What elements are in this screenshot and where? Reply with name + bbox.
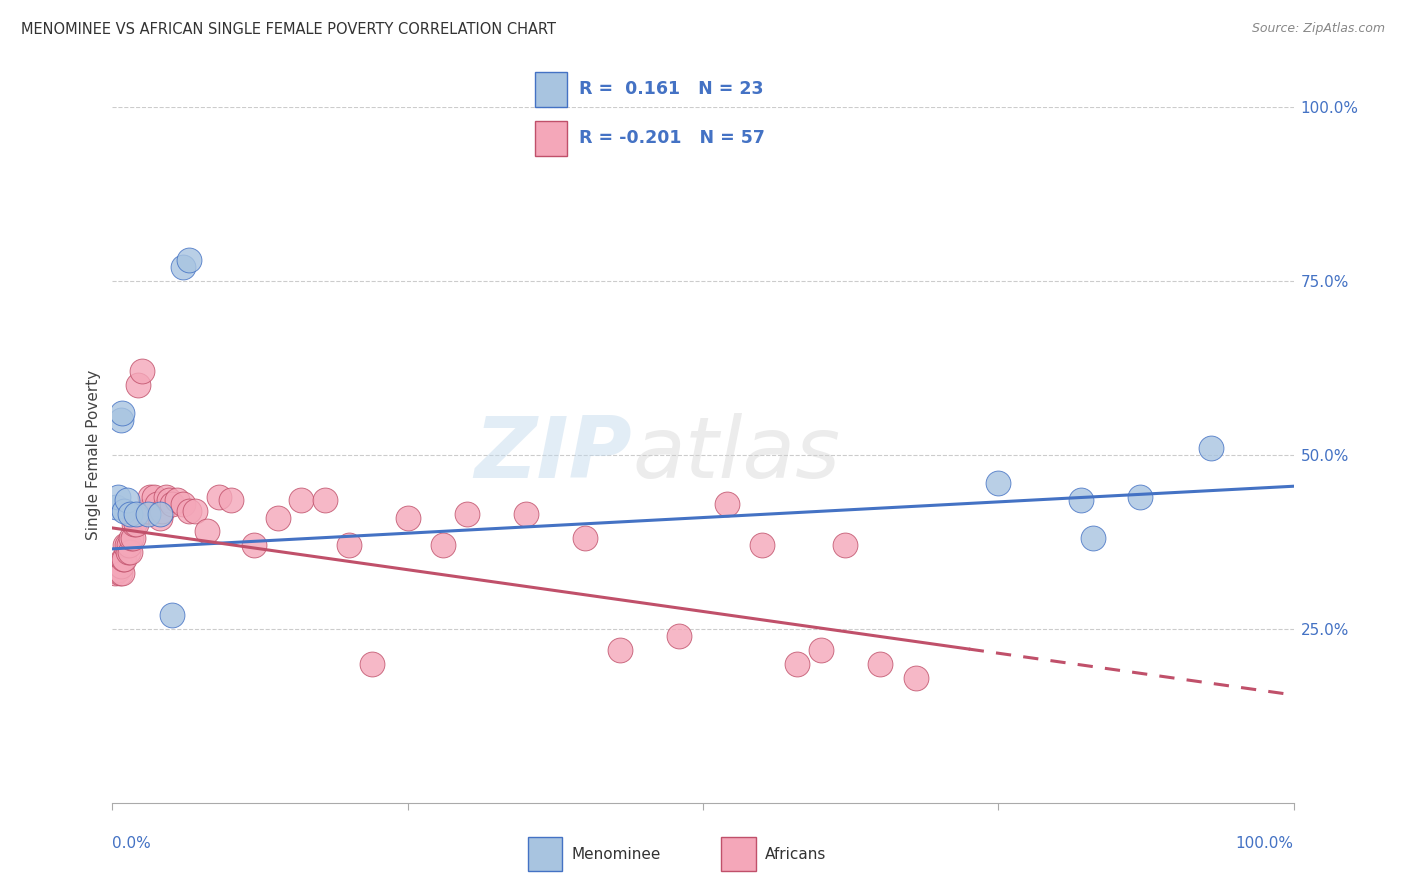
Point [136, 503, 159, 517]
Point [120, 507, 142, 521]
Text: MENOMINEE VS AFRICAN SINGLE FEMALE POVERTY CORRELATION CHART: MENOMINEE VS AFRICAN SINGLE FEMALE POVER… [21, 22, 557, 37]
FancyBboxPatch shape [534, 121, 567, 156]
Point [751, 538, 773, 552]
Point [115, 538, 138, 552]
Point [267, 510, 290, 524]
Point [131, 364, 153, 378]
Point [111, 566, 134, 581]
Point [184, 503, 207, 517]
Point [157, 493, 180, 508]
Point [117, 545, 139, 559]
Point [432, 538, 454, 552]
Point [139, 490, 162, 504]
Text: 0.0%: 0.0% [112, 836, 152, 851]
Point [110, 559, 132, 574]
Point [987, 475, 1010, 490]
Point [110, 413, 132, 427]
Point [105, 500, 128, 514]
Point [810, 642, 832, 657]
Point [716, 497, 738, 511]
Point [314, 493, 336, 508]
Point [179, 253, 201, 268]
Text: Africans: Africans [765, 847, 827, 862]
Point [149, 510, 172, 524]
Point [105, 559, 128, 574]
Point [160, 607, 183, 622]
Point [118, 538, 141, 552]
Point [155, 490, 177, 504]
Point [179, 503, 201, 517]
Point [114, 538, 136, 552]
Text: R =  0.161   N = 23: R = 0.161 N = 23 [579, 80, 763, 98]
Point [515, 507, 537, 521]
Point [136, 507, 159, 521]
Point [120, 532, 142, 546]
Point [112, 552, 135, 566]
Point [786, 657, 808, 671]
Point [219, 493, 242, 508]
Point [1070, 493, 1092, 508]
Point [609, 642, 631, 657]
Point [125, 517, 148, 532]
Point [108, 566, 131, 581]
Point [1199, 441, 1222, 455]
Point [834, 538, 856, 552]
Text: ZIP: ZIP [474, 413, 633, 497]
Point [668, 629, 690, 643]
Point [105, 563, 128, 577]
Point [195, 524, 218, 539]
Point [904, 671, 927, 685]
FancyBboxPatch shape [721, 837, 755, 871]
Text: atlas: atlas [633, 413, 841, 497]
Point [243, 538, 266, 552]
Point [290, 493, 312, 508]
Point [166, 493, 188, 508]
Point [115, 493, 138, 508]
Point [396, 510, 419, 524]
Text: Menominee: Menominee [571, 847, 661, 862]
Y-axis label: Single Female Poverty: Single Female Poverty [86, 370, 101, 540]
Point [111, 406, 134, 420]
Point [150, 503, 173, 517]
Point [112, 552, 135, 566]
Text: R = -0.201   N = 57: R = -0.201 N = 57 [579, 129, 765, 147]
Point [146, 497, 169, 511]
Point [107, 563, 129, 577]
Point [208, 490, 231, 504]
Point [104, 566, 127, 581]
FancyBboxPatch shape [534, 71, 567, 106]
Point [160, 497, 183, 511]
Point [1081, 532, 1104, 546]
Point [172, 497, 194, 511]
Point [149, 507, 172, 521]
Point [456, 507, 478, 521]
Point [122, 517, 145, 532]
Point [142, 490, 165, 504]
Point [112, 503, 135, 517]
Point [869, 657, 891, 671]
Point [135, 503, 157, 517]
Point [1129, 490, 1152, 504]
Point [120, 545, 142, 559]
Text: 100.0%: 100.0% [1236, 836, 1294, 851]
Point [107, 490, 129, 504]
Text: Source: ZipAtlas.com: Source: ZipAtlas.com [1251, 22, 1385, 36]
Point [121, 532, 143, 546]
FancyBboxPatch shape [527, 837, 562, 871]
Point [574, 532, 596, 546]
Point [337, 538, 360, 552]
Point [172, 260, 194, 274]
Point [361, 657, 384, 671]
Point [125, 507, 148, 521]
Point [127, 378, 149, 392]
